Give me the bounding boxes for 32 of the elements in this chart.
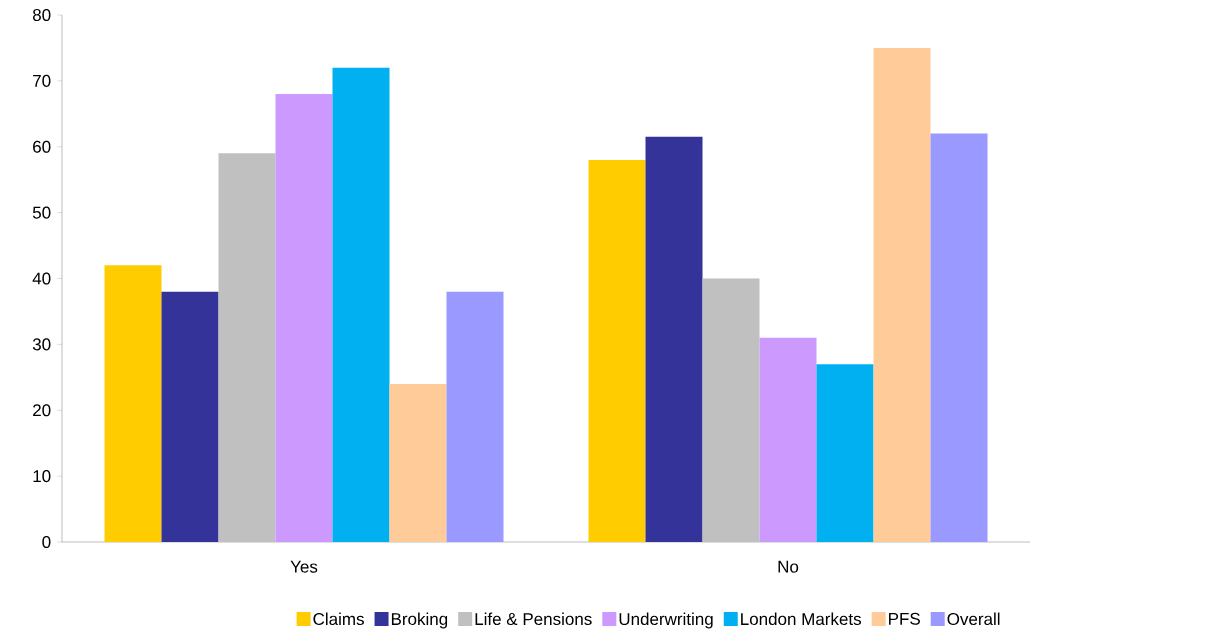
y-tick-label: 80 [32, 8, 51, 22]
bar [218, 153, 276, 542]
y-tick-label: 0 [42, 535, 51, 549]
legend-label: Claims [313, 612, 364, 626]
y-tick-label: 60 [33, 140, 51, 153]
bar [588, 159, 646, 542]
x-tick-label: No [778, 560, 799, 573]
bar [816, 364, 874, 542]
y-tick-label: 20 [33, 404, 51, 417]
legend-label: Broking [391, 612, 448, 629]
bar [930, 133, 988, 542]
y-tick-label: 70 [33, 74, 51, 87]
bar [332, 67, 390, 542]
bar [389, 383, 447, 542]
bar [873, 47, 931, 542]
bar [759, 337, 817, 542]
legend-label: London Markets [741, 612, 861, 626]
bar [702, 278, 760, 542]
bar [104, 265, 162, 542]
y-tick-label: 50 [32, 206, 51, 219]
y-tick-label: 10 [33, 470, 51, 483]
legend-label: PFS [889, 612, 920, 625]
legend-label: Life & Pensions [475, 612, 592, 626]
bar [161, 291, 219, 542]
bar [275, 94, 333, 542]
legend-label: Underwriting [619, 612, 713, 629]
bar [645, 136, 703, 542]
x-tick-label: Yes [290, 560, 318, 573]
y-tick-label: 40 [32, 272, 51, 285]
y-tick-label: 30 [32, 338, 51, 351]
legend-label: Overall [947, 612, 1000, 626]
bar [446, 291, 504, 542]
